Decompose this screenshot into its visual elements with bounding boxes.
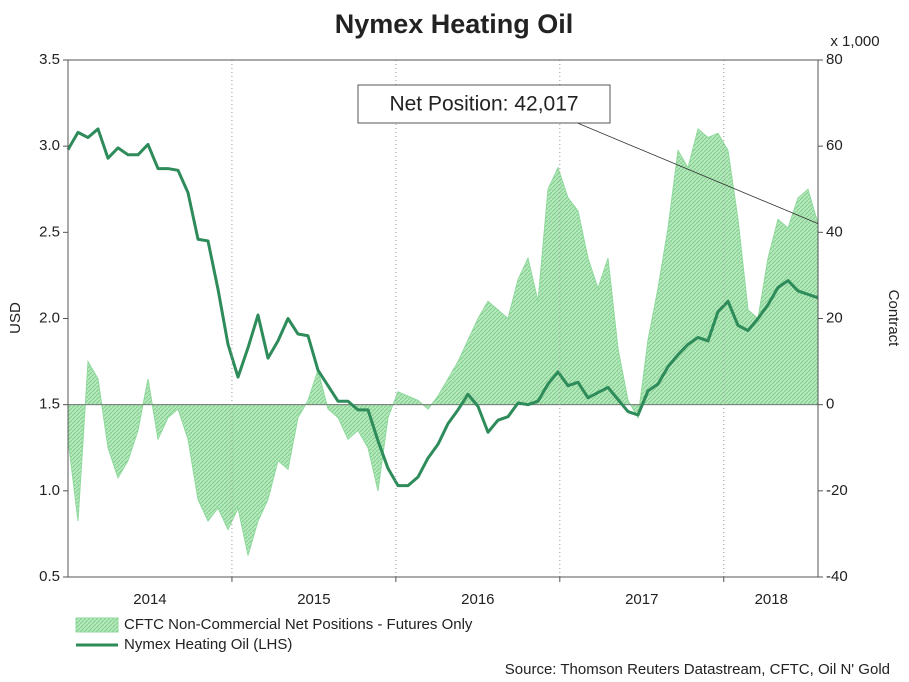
x-tick-label: 2017 bbox=[625, 591, 658, 608]
annotation-box bbox=[357, 84, 611, 124]
y2-tick-label: 20 bbox=[826, 309, 843, 326]
y2-tick-label: 0 bbox=[826, 396, 834, 413]
y-tick-label: 2.0 bbox=[39, 309, 60, 326]
y-tick-label: 0.5 bbox=[39, 568, 60, 585]
y2-tick-label: 60 bbox=[826, 137, 843, 154]
y-axis-label: USD bbox=[7, 302, 24, 334]
y2-tick-label: -20 bbox=[826, 482, 848, 499]
legend-swatch bbox=[75, 617, 119, 633]
annotation-leader bbox=[574, 121, 819, 225]
source: Source: Thomson Reuters Datastream, CFTC… bbox=[505, 661, 890, 678]
x-tick-label: 2018 bbox=[755, 591, 788, 608]
x-tick-label: 2016 bbox=[461, 591, 494, 608]
annotation: Net Position: 42,017 bbox=[389, 93, 578, 116]
y-tick-label: 3.0 bbox=[39, 137, 60, 154]
legend-label: CFTC Non-Commercial Net Positions - Futu… bbox=[124, 616, 473, 633]
chart-title: Nymex Heating Oil bbox=[335, 9, 574, 39]
y-tick-label: 3.5 bbox=[39, 51, 60, 68]
y-tick-label: 2.5 bbox=[39, 223, 60, 240]
y2-axis-label: Contract bbox=[885, 290, 902, 348]
y2-tick-label: 40 bbox=[826, 223, 843, 240]
y-tick-label: 1.5 bbox=[39, 396, 60, 413]
x-tick-label: 2014 bbox=[133, 591, 166, 608]
y-tick-label: 1.0 bbox=[39, 482, 60, 499]
area bbox=[67, 128, 819, 556]
y2-tick-label: 80 bbox=[826, 51, 843, 68]
x-tick-label: 2015 bbox=[297, 591, 330, 608]
legend-label: Nymex Heating Oil (LHS) bbox=[124, 636, 292, 653]
y2-tick-label: -40 bbox=[826, 568, 848, 585]
line bbox=[66, 127, 819, 488]
y2-unit: x 1,000 bbox=[830, 33, 879, 50]
